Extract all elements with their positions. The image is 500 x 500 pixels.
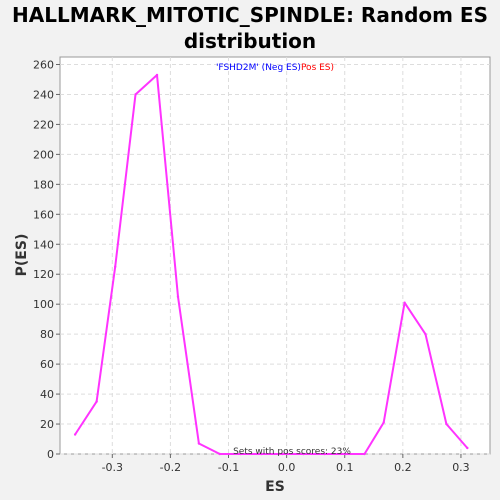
data-point: [323, 452, 326, 456]
y-tick-label: 160: [33, 208, 54, 221]
data-point: [424, 332, 427, 336]
x-tick-label: 0.1: [336, 461, 354, 474]
x-tick-label: 0.3: [452, 461, 470, 474]
data-point: [239, 452, 242, 456]
pos-scores-annotation: Sets with pos scores: 23%: [233, 447, 351, 457]
data-point: [363, 452, 366, 456]
x-axis: -0.3 -0.2 -0.1 0.0 0.1 0.2 0.3: [102, 454, 470, 474]
y-tick-label: 240: [33, 88, 54, 101]
x-tick-label: 0.2: [394, 461, 412, 474]
data-point: [445, 422, 448, 426]
x-axis-label: ES: [265, 479, 285, 495]
y-axis: 0 20 40 60 80 100 120 140 160 180 200 220 240 260: [33, 58, 60, 461]
es-distribution-line: [74, 74, 469, 455]
y-tick-label: 260: [33, 58, 54, 71]
data-point: [260, 452, 263, 456]
x-tick-label: 0.0: [278, 461, 296, 474]
data-point: [176, 295, 180, 298]
data-point: [403, 301, 406, 304]
data-point: [73, 433, 77, 436]
data-point: [134, 93, 137, 96]
chart-title-line1: HALLMARK_MITOTIC_SPINDLE: Random ES: [11, 3, 488, 27]
data-point: [95, 400, 98, 403]
x-tick-label: -0.1: [218, 461, 239, 474]
data-point: [302, 452, 305, 456]
grid: [60, 57, 490, 455]
legend: 'FSHD2M' (Neg ES)Pos ES): [216, 63, 334, 73]
data-point: [114, 265, 117, 268]
legend-neg-es: 'FSHD2M' (Neg ES): [216, 63, 301, 73]
y-tick-label: 20: [40, 418, 54, 431]
y-tick-label: 120: [33, 268, 54, 281]
y-tick-label: 220: [33, 118, 54, 131]
chart-title-line2: distribution: [183, 29, 317, 53]
y-tick-label: 40: [40, 388, 54, 401]
y-tick-label: 180: [33, 178, 54, 191]
data-point: [281, 452, 284, 456]
y-tick-label: 80: [40, 328, 54, 341]
y-tick-label: 200: [33, 148, 54, 161]
data-point: [344, 452, 347, 456]
y-tick-label: 60: [40, 358, 54, 371]
y-tick-label: 0: [47, 448, 54, 461]
data-point: [155, 73, 159, 77]
x-tick-label: -0.3: [102, 461, 123, 474]
y-tick-label: 140: [33, 238, 54, 251]
data-point: [197, 442, 201, 445]
y-axis-label: P(ES): [14, 234, 30, 277]
x-tick-label: -0.2: [160, 461, 181, 474]
series-layer: [73, 73, 469, 456]
data-point: [466, 446, 469, 450]
y-tick-label: 100: [33, 298, 54, 311]
data-point: [218, 452, 221, 456]
legend-pos-es: Pos ES): [301, 63, 334, 73]
data-point: [382, 421, 385, 424]
